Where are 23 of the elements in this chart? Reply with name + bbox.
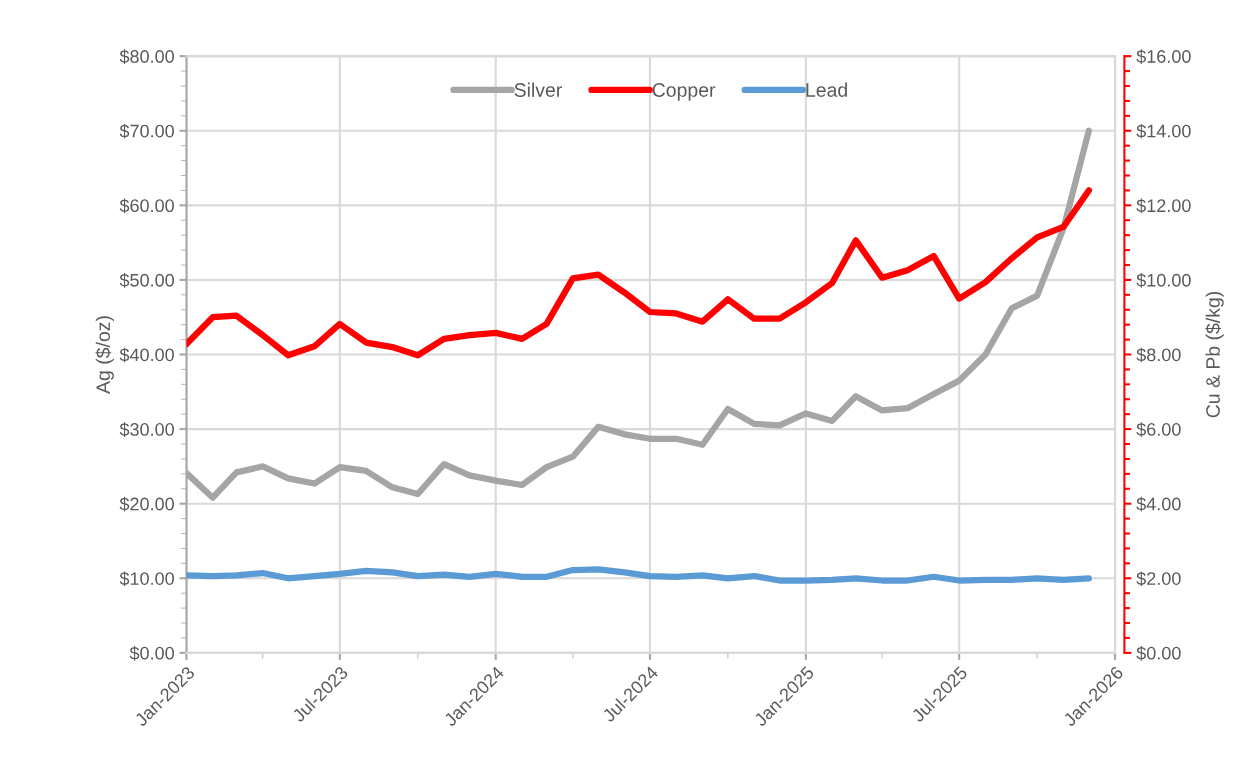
legend-label: Silver (514, 82, 562, 97)
y-tick-label: $40.00 (119, 347, 174, 363)
y2-tick-label: $4.00 (1136, 496, 1181, 512)
y-tick-label: $70.00 (119, 123, 174, 139)
y2-tick-label: $0.00 (1136, 646, 1181, 661)
y2-tick-label: $14.00 (1136, 123, 1191, 139)
legend-label: Lead (806, 82, 847, 97)
y-tick-label: $0.00 (129, 646, 174, 661)
y2-tick-label: $16.00 (1136, 49, 1191, 64)
y2-tick-label: $2.00 (1136, 571, 1181, 587)
y2-tick-label: $6.00 (1136, 422, 1181, 437)
y-tick-label: $80.00 (119, 49, 174, 64)
y-tick-label: $20.00 (119, 496, 174, 512)
y-tick-label: $30.00 (119, 422, 174, 437)
y-tick-label: $60.00 (119, 198, 174, 214)
y-axis-title: Ag ($/oz) (95, 316, 114, 394)
y2-tick-label: $12.00 (1136, 198, 1191, 214)
y2-tick-label: $8.00 (1136, 347, 1181, 363)
y-tick-label: $10.00 (119, 571, 174, 587)
y-tick-label: $50.00 (119, 273, 174, 288)
y2-axis-title: Cu & Pb ($/kg) (1205, 291, 1224, 418)
legend-label: Copper (652, 83, 716, 101)
y2-tick-label: $10.00 (1136, 273, 1191, 288)
